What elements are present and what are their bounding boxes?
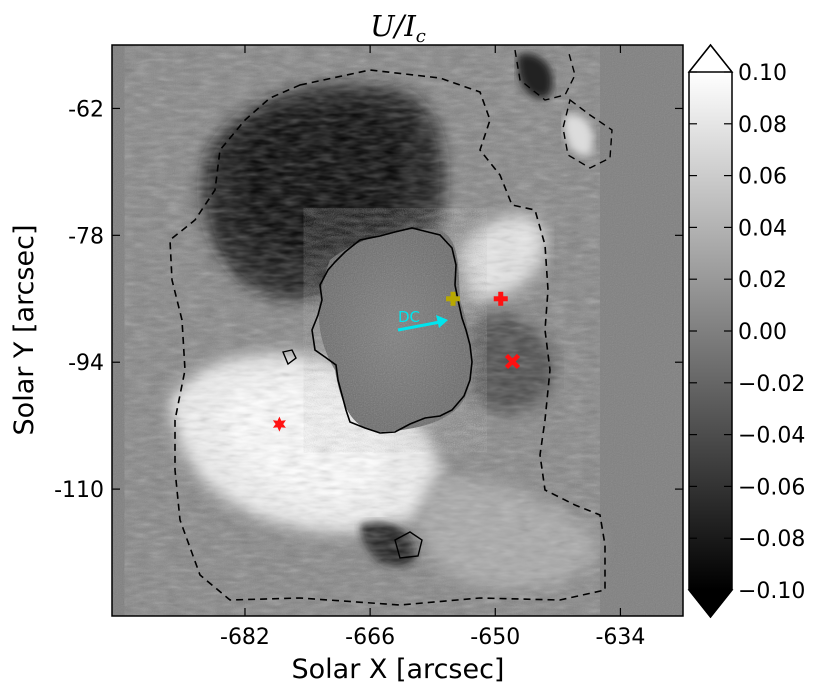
colorbar-tick-label: 0.10 xyxy=(738,61,787,86)
x-axis-label: Solar X [arcsec] xyxy=(292,654,505,685)
x-axis-ticks: -682 -666 -650 -634 xyxy=(220,45,645,650)
colorbar-upper-extend xyxy=(687,43,734,73)
colorbar-tick-label: −0.08 xyxy=(738,527,805,552)
colorbar: 0.10 0.08 0.06 0.04 0.02 0.00 −0.02 −0.04 −0.06 −… xyxy=(687,43,805,619)
x-tick-label: -634 xyxy=(595,625,645,650)
y-axis-ticks: -62 -78 -94 -110 xyxy=(54,97,683,503)
y-tick-label: -110 xyxy=(54,478,104,503)
colorbar-tick-label: 0.02 xyxy=(738,268,787,293)
colorbar-tick-label: −0.04 xyxy=(738,424,805,449)
colorbar-tick-label: 0.04 xyxy=(738,216,787,241)
plot-frame xyxy=(111,44,684,617)
penumbra-contour xyxy=(169,69,606,606)
y-axis-label: Solar Y [arcsec] xyxy=(9,225,40,436)
x-tick-label: -666 xyxy=(345,625,395,650)
marker-cross xyxy=(504,353,521,370)
dc-arrow xyxy=(397,320,441,332)
marker-plus xyxy=(446,291,461,306)
markers xyxy=(272,291,521,432)
colorbar-lower-extend xyxy=(687,589,734,619)
y-tick-label: -78 xyxy=(68,224,104,249)
colorbar-tick-label: 0.08 xyxy=(738,113,787,138)
x-tick-label: -682 xyxy=(220,625,270,650)
marker-plus xyxy=(493,291,508,306)
chart-title: U/Ic xyxy=(370,9,426,47)
colorbar-tick-label: 0.00 xyxy=(738,320,787,345)
y-tick-label: -94 xyxy=(68,351,104,376)
marker-star xyxy=(272,416,286,432)
colorbar-tick-label: −0.10 xyxy=(738,579,805,604)
dc-label: DC xyxy=(398,308,420,326)
x-tick-label: -650 xyxy=(470,625,520,650)
y-tick-label: -62 xyxy=(68,97,104,122)
umbra-contour xyxy=(311,227,473,434)
colorbar-tick-label: −0.06 xyxy=(738,475,805,500)
plot-image: DC xyxy=(112,45,683,616)
colorbar-ticks: 0.10 0.08 0.06 0.04 0.02 0.00 −0.02 −0.04 −0.06 −… xyxy=(689,61,805,604)
colorbar-tick-label: −0.02 xyxy=(738,372,805,397)
colorbar-tick-label: 0.06 xyxy=(738,165,787,190)
